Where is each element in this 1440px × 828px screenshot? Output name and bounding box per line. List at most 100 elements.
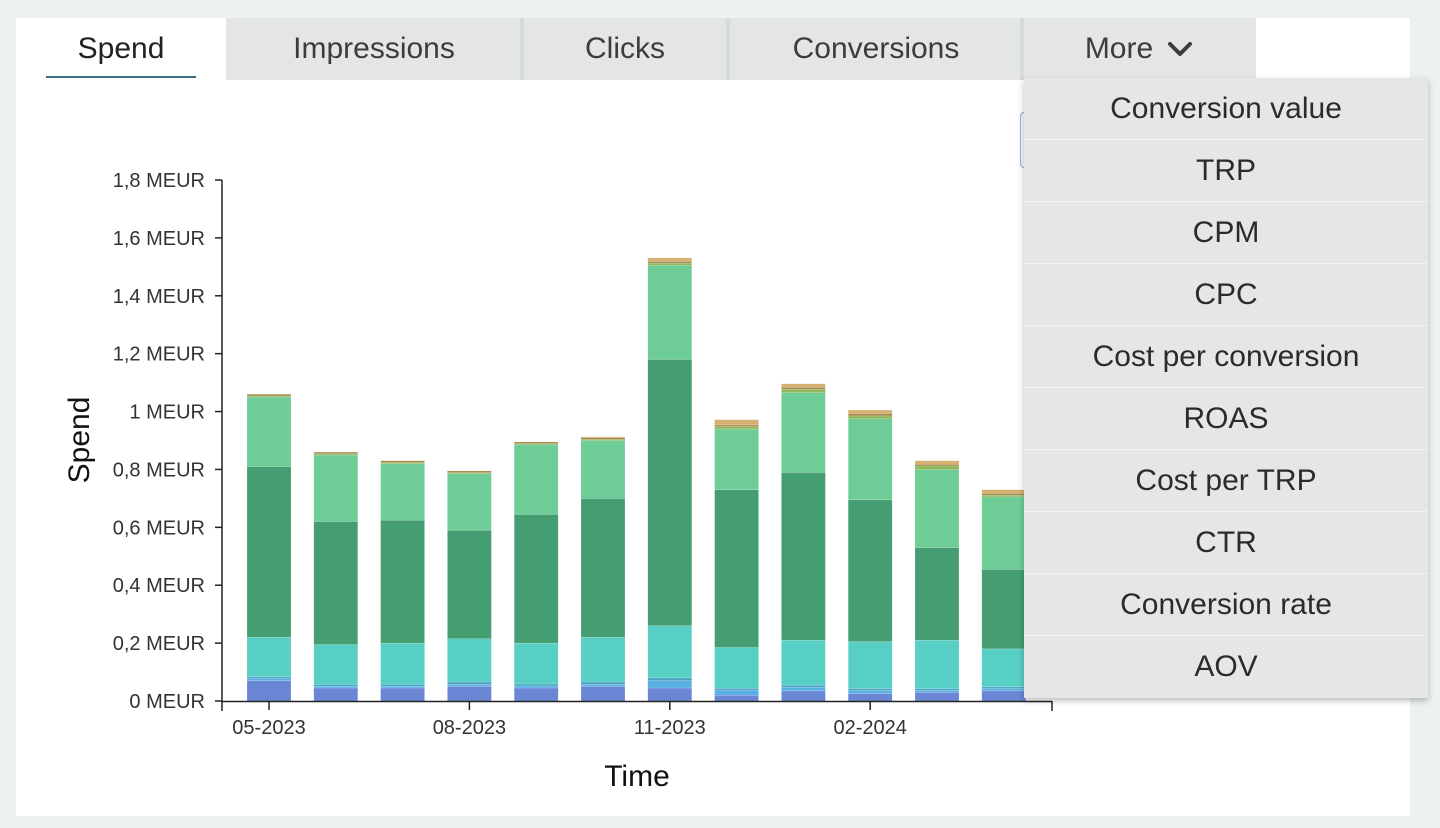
bar-segment[interactable] <box>914 465 960 470</box>
bar-segment[interactable] <box>447 529 492 640</box>
bar-segment[interactable] <box>513 444 559 515</box>
bar-segment[interactable] <box>647 262 693 266</box>
bar-segment[interactable] <box>981 686 1027 689</box>
menu-item-aov[interactable]: AOV <box>1194 650 1258 683</box>
bar-segment[interactable] <box>380 642 425 685</box>
bar-segment[interactable] <box>714 689 759 696</box>
bar-segment[interactable] <box>580 436 626 438</box>
bar-segment[interactable] <box>847 413 893 417</box>
bar-segment[interactable] <box>981 690 1027 702</box>
bar-stack-03-2024[interactable] <box>914 460 960 702</box>
bar-segment[interactable] <box>981 494 1027 498</box>
bar-segment[interactable] <box>781 686 826 692</box>
tab-more[interactable]: More <box>1024 18 1256 80</box>
bar-segment[interactable] <box>313 644 359 685</box>
bar-segment[interactable] <box>647 257 693 262</box>
bar-segment[interactable] <box>246 680 292 702</box>
menu-item-conversion-rate[interactable]: Conversion rate <box>1024 574 1428 636</box>
bar-segment[interactable] <box>647 265 693 360</box>
tab-spend[interactable]: Spend <box>16 18 226 80</box>
bar-stack-07-2023[interactable] <box>380 460 425 702</box>
bar-segment[interactable] <box>714 489 759 648</box>
bar-segment[interactable] <box>914 463 960 467</box>
menu-item-trp[interactable]: TRP <box>1024 140 1428 202</box>
bar-segment[interactable] <box>313 454 359 522</box>
bar-segment[interactable] <box>914 639 960 689</box>
bar-segment[interactable] <box>246 676 292 679</box>
bar-segment[interactable] <box>580 437 626 440</box>
bar-segment[interactable] <box>847 415 893 420</box>
bar-segment[interactable] <box>781 386 826 390</box>
bar-segment[interactable] <box>380 460 425 463</box>
bar-stack-06-2023[interactable] <box>313 451 359 702</box>
bar-segment[interactable] <box>647 687 693 702</box>
bar-segment[interactable] <box>914 690 960 693</box>
bar-segment[interactable] <box>847 693 893 702</box>
bar-segment[interactable] <box>914 692 960 702</box>
bar-segment[interactable] <box>847 409 893 414</box>
bar-stack-04-2024[interactable] <box>981 489 1027 702</box>
bar-segment[interactable] <box>580 681 626 685</box>
bar-segment[interactable] <box>380 687 425 702</box>
bar-segment[interactable] <box>714 694 759 702</box>
bar-segment[interactable] <box>714 419 759 426</box>
bar-segment[interactable] <box>513 441 559 444</box>
bar-segment[interactable] <box>847 499 893 642</box>
bar-segment[interactable] <box>914 688 960 691</box>
bar-segment[interactable] <box>246 396 292 467</box>
bar-stack-12-2023[interactable] <box>714 419 759 702</box>
chart-toolbar-button[interactable] <box>1020 112 1027 168</box>
menu-item-cpm[interactable]: CPM <box>1024 202 1428 264</box>
bar-segment[interactable] <box>380 684 425 687</box>
bar-segment[interactable] <box>513 685 559 689</box>
menu-item-conversion-value[interactable]: Conversion value <box>1024 78 1428 140</box>
bar-stack-05-2023[interactable] <box>246 393 292 702</box>
menu-item-ctr[interactable]: CTR <box>1024 512 1428 574</box>
bar-segment[interactable] <box>847 641 893 689</box>
bar-segment[interactable] <box>714 428 759 490</box>
bar-segment[interactable] <box>714 424 759 427</box>
bar-segment[interactable] <box>313 685 359 689</box>
bar-stack-10-2023[interactable] <box>580 436 626 702</box>
bar-segment[interactable] <box>513 642 559 685</box>
bar-segment[interactable] <box>781 639 826 686</box>
bar-segment[interactable] <box>513 514 559 644</box>
bar-segment[interactable] <box>847 690 893 695</box>
menu-item-roas[interactable]: ROAS <box>1024 388 1428 450</box>
bar-segment[interactable] <box>781 684 826 688</box>
bar-segment[interactable] <box>981 569 1027 650</box>
bar-segment[interactable] <box>781 472 826 641</box>
bar-segment[interactable] <box>513 683 559 687</box>
bar-segment[interactable] <box>981 688 1027 692</box>
bar-stack-11-2023[interactable] <box>647 257 693 702</box>
bar-segment[interactable] <box>246 466 292 638</box>
bar-segment[interactable] <box>380 685 425 689</box>
bar-segment[interactable] <box>313 684 359 687</box>
bar-segment[interactable] <box>580 440 626 499</box>
bar-segment[interactable] <box>847 688 893 691</box>
menu-item-cost-per-conversion[interactable]: Cost per conversion <box>1024 326 1428 388</box>
bar-stack-01-2024[interactable] <box>781 383 826 702</box>
bar-segment[interactable] <box>580 498 626 638</box>
menu-item-cpc[interactable]: CPC <box>1024 264 1428 326</box>
bar-segment[interactable] <box>847 418 893 501</box>
bar-segment[interactable] <box>447 681 492 685</box>
bar-segment[interactable] <box>447 473 492 531</box>
bar-segment[interactable] <box>246 393 292 397</box>
bar-segment[interactable] <box>781 392 826 473</box>
bar-stack-08-2023[interactable] <box>447 470 492 702</box>
bar-segment[interactable] <box>914 547 960 641</box>
bar-segment[interactable] <box>981 496 1027 570</box>
bar-segment[interactable] <box>447 686 492 702</box>
bar-segment[interactable] <box>246 678 292 681</box>
tab-conversions[interactable]: Conversions <box>730 18 1022 80</box>
bar-segment[interactable] <box>714 426 759 430</box>
bar-segment[interactable] <box>647 359 693 626</box>
bar-segment[interactable] <box>714 688 759 691</box>
tab-clicks[interactable]: Clicks <box>524 18 726 80</box>
bar-segment[interactable] <box>981 648 1027 688</box>
bar-segment[interactable] <box>781 389 826 393</box>
bar-stack-02-2024[interactable] <box>847 409 893 702</box>
bar-segment[interactable] <box>580 683 626 687</box>
bar-segment[interactable] <box>647 261 693 264</box>
